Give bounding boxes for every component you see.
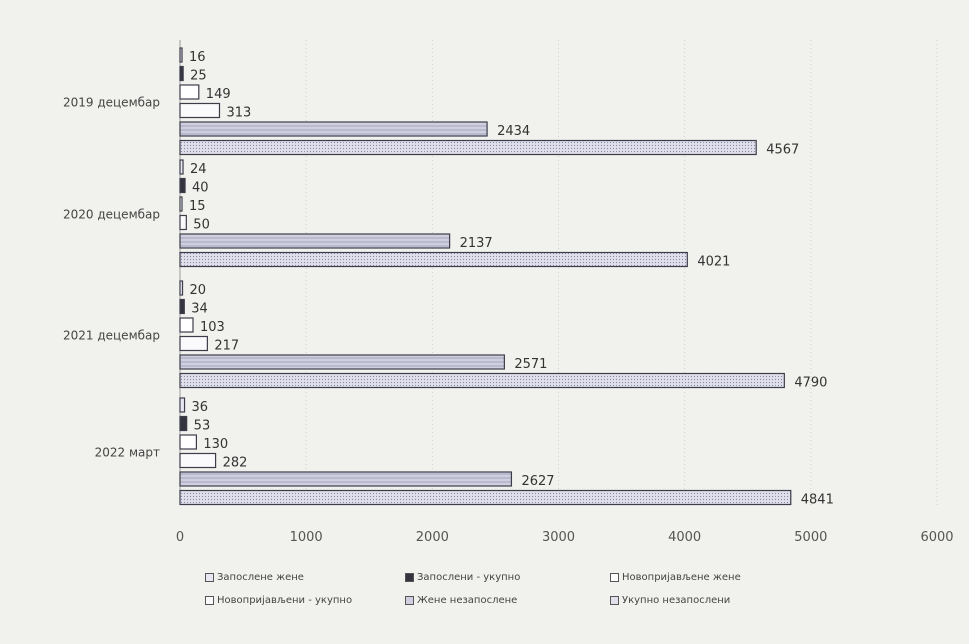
data-label: 24 xyxy=(190,162,207,177)
legend-swatch xyxy=(405,596,414,605)
legend-item: Запослени - укупно xyxy=(405,572,610,583)
data-label: 50 xyxy=(193,218,210,233)
legend-item: Новопријављене жене xyxy=(610,572,845,583)
data-label: 4021 xyxy=(697,255,730,270)
bar xyxy=(179,452,217,469)
data-label: 103 xyxy=(200,320,225,335)
bar xyxy=(179,280,184,296)
bar xyxy=(179,121,488,137)
bar xyxy=(179,84,200,100)
x-tick-label: 6000 xyxy=(920,530,953,545)
bar xyxy=(179,317,194,333)
x-tick-label: 0 xyxy=(176,530,184,545)
data-label: 2571 xyxy=(514,357,547,372)
legend-label: Новопријављени - укупно xyxy=(217,595,353,606)
bar xyxy=(179,415,188,432)
bar xyxy=(179,298,185,315)
legend-label: Запослени - укупно xyxy=(417,572,521,583)
legend-label: Укупно незапослени xyxy=(622,595,731,606)
legend-swatch xyxy=(610,596,619,605)
data-label: 217 xyxy=(214,339,239,354)
x-tick-label: 2000 xyxy=(416,530,449,545)
x-tick-label: 4000 xyxy=(668,530,701,545)
data-label: 36 xyxy=(192,400,209,415)
data-label: 313 xyxy=(226,106,251,121)
data-label: 15 xyxy=(189,199,206,214)
data-label: 25 xyxy=(190,69,207,84)
bar xyxy=(179,159,184,175)
bar xyxy=(179,214,187,231)
legend-swatch xyxy=(610,573,619,582)
data-label: 282 xyxy=(223,456,248,471)
bar xyxy=(179,196,183,212)
legend-swatch xyxy=(205,573,214,582)
bar xyxy=(179,47,183,63)
legend-item: Жене незапослене xyxy=(405,595,610,606)
bar xyxy=(179,397,186,413)
legend-label: Запослене жене xyxy=(217,572,304,583)
data-label: 149 xyxy=(206,87,231,102)
bar xyxy=(179,489,792,506)
data-label: 40 xyxy=(192,181,209,196)
legend-item: Запослене жене xyxy=(205,572,405,583)
data-label: 34 xyxy=(191,302,208,317)
data-label: 4841 xyxy=(801,493,834,508)
bar xyxy=(179,139,757,156)
category-label: 2022 март xyxy=(95,446,160,460)
bar xyxy=(179,233,451,249)
x-tick-label: 3000 xyxy=(542,530,575,545)
bar xyxy=(179,354,505,370)
category-label: 2020 децембар xyxy=(63,208,160,222)
category-label: 2021 децембар xyxy=(63,329,160,343)
category-label: 2019 децембар xyxy=(63,96,160,110)
data-label: 20 xyxy=(190,283,207,298)
bar xyxy=(179,251,688,268)
bar xyxy=(179,177,186,194)
x-tick-label: 5000 xyxy=(794,530,827,545)
data-label: 4790 xyxy=(794,376,827,391)
legend-item: Новопријављени - укупно xyxy=(205,595,405,606)
data-label: 16 xyxy=(189,50,206,65)
legend-label: Новопријављене жене xyxy=(622,572,741,583)
data-label: 53 xyxy=(194,419,211,434)
legend-label: Жене незапослене xyxy=(417,595,518,606)
bar xyxy=(179,102,221,119)
bar xyxy=(179,335,208,352)
bar xyxy=(179,434,198,450)
bar xyxy=(179,372,785,389)
data-label: 2137 xyxy=(460,236,493,251)
bar xyxy=(179,65,184,82)
legend-swatch xyxy=(205,596,214,605)
data-label: 130 xyxy=(203,437,228,452)
legend: Запослене жене Запослени - укупно Новоприј… xyxy=(205,572,845,606)
x-tick-label: 1000 xyxy=(290,530,323,545)
data-label: 4567 xyxy=(766,143,799,158)
legend-item: Укупно незапослени xyxy=(610,595,845,606)
legend-swatch xyxy=(405,573,414,582)
data-label: 2434 xyxy=(497,124,530,139)
data-label: 2627 xyxy=(521,474,554,489)
bar xyxy=(179,471,513,487)
